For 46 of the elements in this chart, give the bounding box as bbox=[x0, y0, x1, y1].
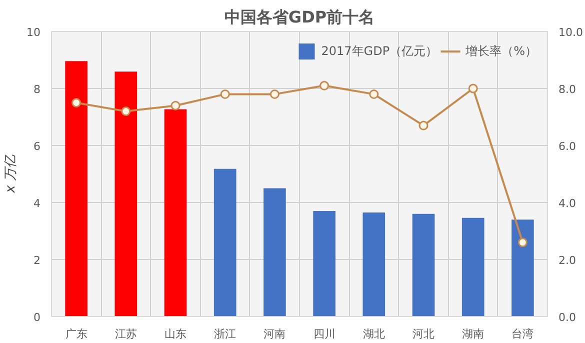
bar bbox=[164, 109, 187, 316]
y2-tick-label: 2.0 bbox=[558, 254, 576, 267]
y-tick-label: 0 bbox=[34, 311, 40, 324]
bar bbox=[362, 212, 386, 316]
y-tick-label: 10 bbox=[26, 26, 41, 39]
point bbox=[369, 89, 379, 99]
point bbox=[418, 120, 428, 130]
x-tick-label: 河南 bbox=[264, 328, 286, 340]
x-tick-label: 山东 bbox=[164, 328, 186, 340]
y2-tick-label: 0.0 bbox=[558, 311, 576, 324]
y-tick-label: 4 bbox=[34, 197, 40, 210]
bar bbox=[512, 220, 534, 316]
y2-tick-label: 6.0 bbox=[558, 140, 576, 153]
x-tick-label: 湖北 bbox=[362, 328, 385, 340]
point bbox=[72, 98, 82, 108]
x-tick-label: 四川 bbox=[313, 328, 336, 340]
point bbox=[468, 84, 478, 94]
y-tick-label: 6 bbox=[34, 140, 40, 153]
y2-tick-label: 8.0 bbox=[558, 83, 576, 96]
x-tick-label: 湖南 bbox=[462, 328, 484, 340]
y-tick-label: 2 bbox=[34, 254, 40, 267]
x-tick-label: 台湾 bbox=[512, 328, 534, 340]
bar bbox=[462, 218, 484, 316]
bar bbox=[214, 168, 236, 316]
point bbox=[121, 106, 131, 116]
bar bbox=[412, 214, 435, 316]
x-tick-label: 浙江 bbox=[214, 328, 236, 340]
y-axis-title: x 万亿 bbox=[4, 154, 19, 194]
point bbox=[320, 80, 330, 90]
bar bbox=[65, 61, 88, 316]
bar bbox=[264, 188, 286, 316]
point bbox=[170, 100, 180, 110]
y2-tick-label: 10.0 bbox=[558, 26, 583, 39]
point bbox=[270, 89, 280, 99]
x-tick-label: 广东 bbox=[65, 328, 88, 340]
x-tick-label: 河北 bbox=[412, 328, 434, 340]
legend-label: 2017年GDP（亿元） bbox=[321, 42, 438, 60]
y-tick-label: 8 bbox=[34, 83, 40, 96]
y2-tick-label: 4.0 bbox=[558, 197, 576, 210]
chart-title: 中国各省GDP前十名 bbox=[224, 8, 375, 26]
point bbox=[220, 89, 230, 99]
point bbox=[518, 238, 528, 248]
bar bbox=[313, 211, 336, 316]
x-tick-label: 江苏 bbox=[114, 328, 137, 340]
bar bbox=[114, 72, 138, 316]
legend-label: 增长率（%） bbox=[466, 42, 537, 60]
